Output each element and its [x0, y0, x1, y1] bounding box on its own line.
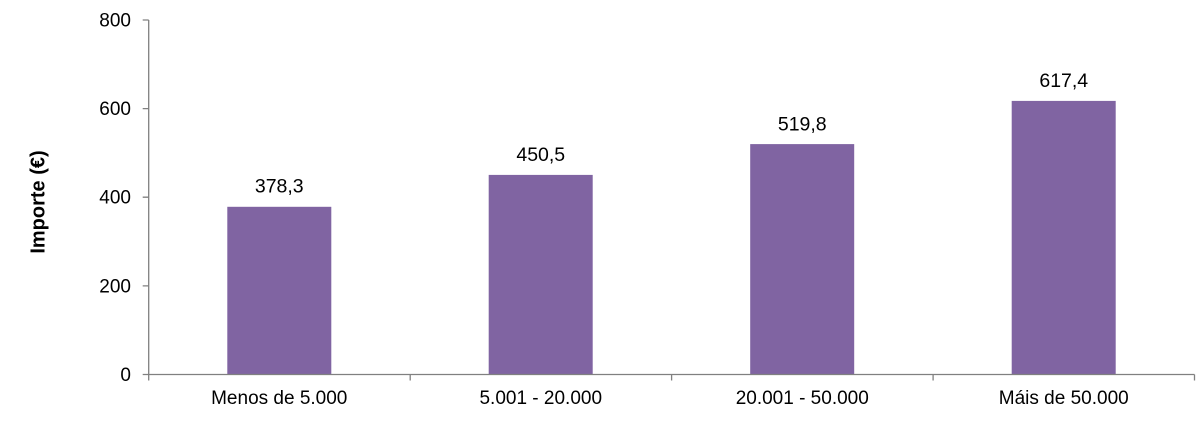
svg-text:Importe (€): Importe (€): [28, 150, 50, 253]
svg-text:200: 200: [99, 276, 131, 297]
svg-text:0: 0: [120, 365, 131, 386]
svg-text:617,4: 617,4: [1039, 70, 1088, 92]
svg-text:20.001 - 50.000: 20.001 - 50.000: [736, 388, 869, 409]
svg-text:378,3: 378,3: [255, 176, 304, 198]
svg-text:Máis de 50.000: Máis de 50.000: [999, 388, 1129, 409]
svg-text:5.001 - 20.000: 5.001 - 20.000: [479, 388, 602, 409]
svg-text:600: 600: [99, 99, 131, 120]
svg-text:400: 400: [99, 188, 131, 209]
svg-text:450,5: 450,5: [516, 144, 565, 166]
svg-text:Menos de 5.000: Menos de 5.000: [211, 388, 347, 409]
svg-text:800: 800: [99, 11, 131, 32]
svg-text:519,8: 519,8: [778, 113, 827, 135]
